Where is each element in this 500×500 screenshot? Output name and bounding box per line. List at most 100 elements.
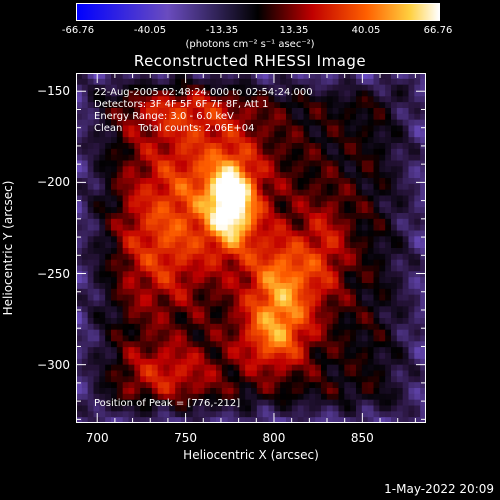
heatmap-cell <box>99 119 106 126</box>
heatmap-cell <box>227 358 234 366</box>
heatmap-cell <box>204 399 211 406</box>
heatmap-cell <box>210 347 217 354</box>
heatmap-cell <box>181 207 188 214</box>
heatmap-cell <box>146 353 153 360</box>
heatmap-cell <box>87 143 94 150</box>
heatmap-cell <box>192 178 199 185</box>
heatmap-cell <box>99 288 106 296</box>
heatmap-cell <box>216 178 223 185</box>
heatmap-cell <box>186 294 194 301</box>
heatmap-cell <box>175 294 182 301</box>
heatmap-cell <box>140 248 147 255</box>
heatmap-cell <box>396 358 404 366</box>
chart-title: Reconstructed RHESSI Image <box>133 52 367 70</box>
heatmap-cell <box>87 358 94 366</box>
heatmap-cell <box>309 224 316 231</box>
heatmap-cell <box>233 370 240 377</box>
heatmap-cell <box>105 189 112 196</box>
heatmap-cell <box>221 259 229 266</box>
heatmap-cell <box>192 312 199 319</box>
heatmap-cell <box>373 393 380 401</box>
heatmap-cell <box>391 73 398 80</box>
heatmap-cell <box>379 358 386 366</box>
heatmap-cell <box>163 388 170 395</box>
heatmap-cell <box>373 341 380 348</box>
heatmap-cell <box>81 96 89 103</box>
heatmap-cell <box>134 405 141 412</box>
heatmap-cell <box>181 335 188 342</box>
heatmap-cell <box>373 347 380 354</box>
heatmap-cell <box>99 189 106 196</box>
heatmap-cell <box>151 417 159 423</box>
heatmap-cell <box>338 242 345 249</box>
heatmap-cell <box>81 218 89 226</box>
heatmap-cell <box>140 405 147 412</box>
heatmap-cell <box>385 405 392 412</box>
heatmap-cell <box>198 393 205 401</box>
heatmap-cell <box>221 417 229 423</box>
heatmap-cell <box>239 388 246 395</box>
heatmap-cell <box>379 84 386 91</box>
heatmap-cell <box>76 84 83 91</box>
heatmap-cell <box>128 312 135 319</box>
heatmap-cell <box>291 160 299 167</box>
heatmap-cell <box>111 189 118 196</box>
heatmap-cell <box>321 224 328 231</box>
heatmap-cell <box>303 388 310 395</box>
heatmap-cell <box>192 125 199 132</box>
heatmap-cell <box>175 172 182 179</box>
heatmap-cell <box>373 172 380 179</box>
heatmap-cell <box>350 399 357 406</box>
heatmap-cell <box>361 341 369 348</box>
heatmap-cell <box>134 259 141 266</box>
heatmap-cell <box>361 294 369 301</box>
heatmap-cell <box>134 224 141 231</box>
heatmap-cell <box>396 73 404 80</box>
heatmap-cell <box>140 277 147 284</box>
heatmap-cell <box>286 259 293 266</box>
heatmap-cell <box>210 259 217 266</box>
heatmap-cell <box>274 248 281 255</box>
heatmap-cell <box>256 370 264 377</box>
heatmap-cell <box>204 84 211 91</box>
heatmap-cell <box>169 364 176 371</box>
heatmap-cell <box>169 78 176 86</box>
heatmap-cell <box>204 96 211 103</box>
heatmap-cell <box>175 189 182 196</box>
heatmap-cell <box>402 353 409 360</box>
heatmap-cell <box>391 125 398 132</box>
heatmap-cell <box>297 102 304 109</box>
heatmap-cell <box>186 166 194 173</box>
heatmap-cell <box>233 201 240 208</box>
heatmap-cell <box>350 312 357 319</box>
heatmap-cell <box>204 358 211 366</box>
heatmap-cell <box>140 189 147 196</box>
heatmap-cell <box>379 382 386 389</box>
heatmap-cell <box>309 195 316 202</box>
heatmap-cell <box>385 230 392 237</box>
heatmap-cell <box>251 312 258 319</box>
heatmap-cell <box>140 195 147 202</box>
heatmap-cell <box>379 230 386 237</box>
heatmap-cell <box>385 283 392 290</box>
heatmap-cell <box>286 183 293 191</box>
heatmap-cell <box>233 376 240 383</box>
heatmap-cell <box>373 277 380 284</box>
heatmap-cell <box>414 224 421 231</box>
heatmap-cell <box>356 335 363 342</box>
heatmap-cell <box>338 148 345 156</box>
heatmap-cell <box>286 224 293 231</box>
heatmap-cell <box>338 207 345 214</box>
heatmap-cell <box>291 417 299 423</box>
heatmap-cell <box>87 353 94 360</box>
heatmap-cell <box>111 195 118 202</box>
heatmap-cell <box>262 358 269 366</box>
heatmap-cell <box>402 259 409 266</box>
heatmap-cell <box>186 405 194 412</box>
heatmap-cell <box>367 154 374 161</box>
heatmap-cell <box>361 253 369 261</box>
heatmap-cell <box>169 283 176 290</box>
heatmap-cell <box>111 230 118 237</box>
heatmap-cell <box>350 148 357 156</box>
heatmap-cell <box>216 201 223 208</box>
